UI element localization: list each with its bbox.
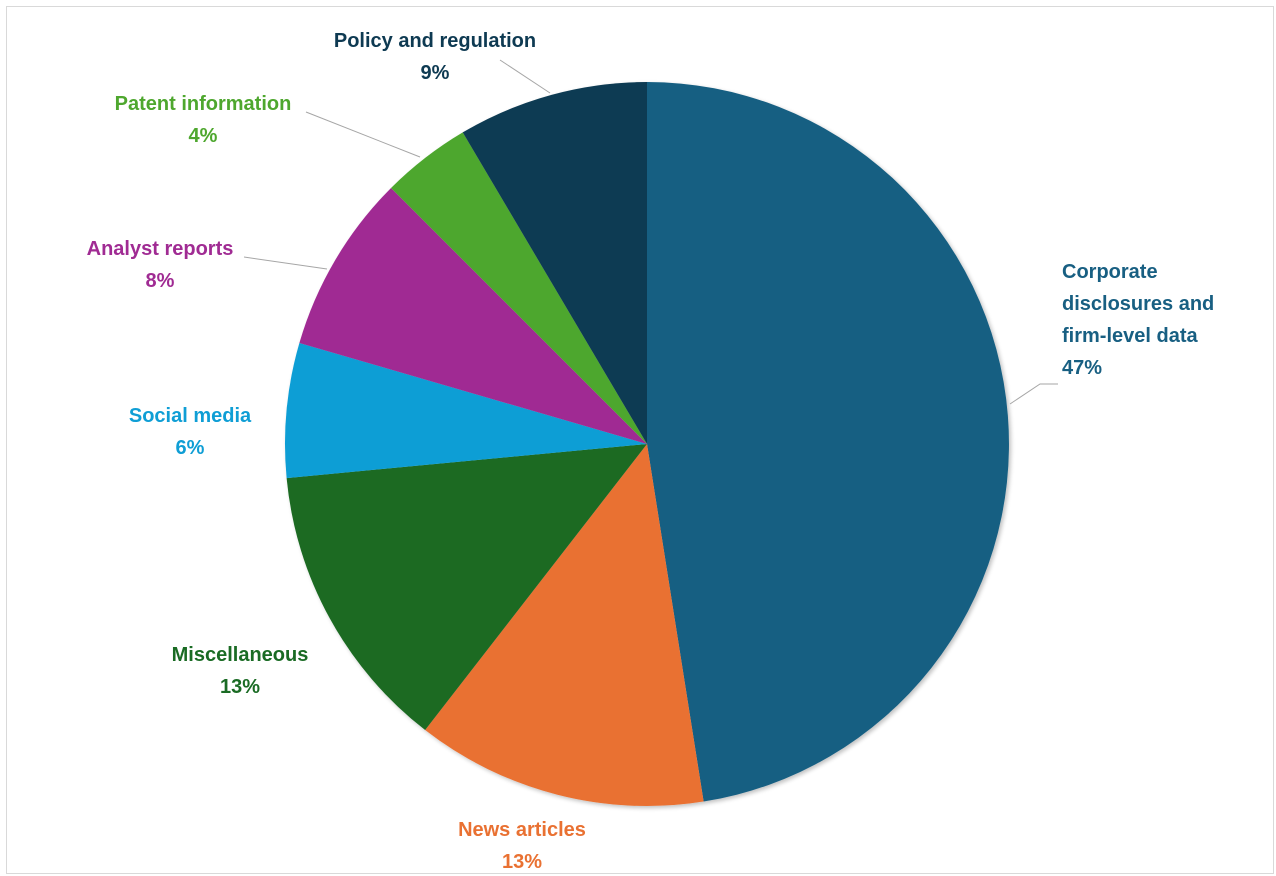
- slice-percent-6: 9%: [421, 62, 450, 84]
- leader-line-5: [305, 111, 421, 158]
- slice-name-5-0: Patent information: [115, 93, 292, 115]
- slice-name-3-0: Social media: [129, 405, 252, 427]
- pie-slice-0: [647, 82, 1009, 802]
- slice-label-1: News articles 13%: [458, 819, 586, 873]
- pie-slice-3: [285, 343, 647, 479]
- slice-name-2-0: Miscellaneous: [172, 644, 309, 666]
- slice-name-0-0: Corporate: [1062, 261, 1158, 283]
- leader-line-4: [243, 256, 328, 270]
- slice-name-0-2: firm-level data: [1062, 325, 1198, 347]
- pie-slice-1: [425, 444, 704, 806]
- slice-label-5: Patent information 4%: [115, 93, 292, 147]
- slice-name-6-0: Policy and regulation: [334, 30, 536, 52]
- pie-slice-2: [286, 444, 647, 731]
- slice-name-4-0: Analyst reports: [87, 238, 234, 260]
- slice-label-6: Policy and regulation 9%: [334, 30, 536, 84]
- slice-name-1-0: News articles: [458, 819, 586, 841]
- slice-percent-4: 8%: [146, 270, 175, 292]
- pie-slice-5: [391, 132, 647, 444]
- leader-line-0: [1009, 383, 1058, 405]
- slice-percent-0: 47%: [1062, 357, 1102, 379]
- slice-percent-3: 6%: [176, 437, 205, 459]
- slice-labels: Corporate disclosures and firm-level data 4…: [87, 30, 1215, 873]
- leader-lines: [243, 59, 1058, 405]
- slice-percent-5: 4%: [189, 125, 218, 147]
- pie-slice-6: [462, 82, 647, 444]
- slice-label-2: Miscellaneous 13%: [172, 644, 309, 698]
- slice-label-0: Corporate disclosures and firm-level data 4…: [1062, 261, 1214, 379]
- slice-label-4: Analyst reports 8%: [87, 238, 234, 292]
- slice-label-3: Social media 6%: [129, 405, 252, 459]
- leader-line-6: [499, 59, 551, 94]
- slice-percent-1: 13%: [502, 851, 542, 873]
- slice-name-0-1: disclosures and: [1062, 293, 1214, 315]
- pie-slices: [285, 82, 1009, 806]
- pie-slice-4: [299, 188, 647, 444]
- slice-percent-2: 13%: [220, 676, 260, 698]
